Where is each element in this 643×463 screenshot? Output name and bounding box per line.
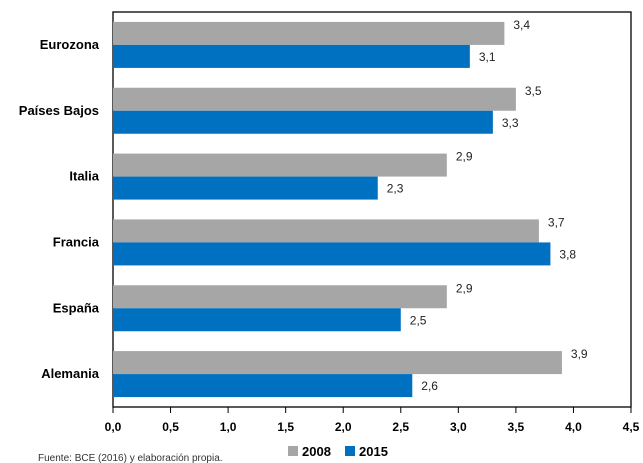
category-label-eurozona: Eurozona bbox=[40, 37, 100, 52]
bar-italia-2015 bbox=[113, 176, 378, 200]
data-label-alemania-2008: 3,9 bbox=[571, 347, 588, 361]
bars-group bbox=[113, 21, 562, 398]
x-tick-label: 4,5 bbox=[623, 420, 640, 434]
x-tick-label: 1,0 bbox=[220, 420, 237, 434]
bar-eurozona-2015 bbox=[113, 44, 470, 68]
x-tick-label: 0,0 bbox=[105, 420, 122, 434]
category-label-italia: Italia bbox=[69, 169, 99, 184]
x-tick-label: 3,0 bbox=[450, 420, 467, 434]
category-labels-group: Eurozona Países Bajos Italia Francia España A… bbox=[19, 37, 100, 381]
x-tick-label: 2,5 bbox=[392, 420, 409, 434]
category-label-espana: España bbox=[53, 300, 100, 315]
x-tick-label: 2,0 bbox=[335, 420, 352, 434]
legend-label-2008: 2008 bbox=[302, 444, 331, 459]
bar-francia-2015 bbox=[113, 242, 551, 266]
legend-swatch-2008 bbox=[288, 446, 298, 456]
plot-frame bbox=[112, 11, 632, 408]
bar-alemania-2015 bbox=[113, 374, 413, 398]
data-label-alemania-2015: 2,6 bbox=[421, 379, 438, 393]
data-label-francia-2015: 3,8 bbox=[559, 247, 576, 261]
bar-eurozona-2008 bbox=[113, 21, 505, 45]
bar-italia-2008 bbox=[113, 153, 447, 177]
x-axis-ticks-group: 0,0 0,5 1,0 1,5 2,0 2,5 3,0 3,5 4,0 4,5 bbox=[105, 407, 640, 434]
data-label-eurozona-2015: 3,1 bbox=[479, 50, 496, 64]
category-label-francia: Francia bbox=[53, 234, 100, 249]
bar-paises-bajos-2008 bbox=[113, 87, 516, 111]
source-note: Fuente: BCE (2016) y elaboración propia. bbox=[38, 453, 223, 463]
data-label-paises-bajos-2015: 3,3 bbox=[502, 116, 519, 130]
bar-paises-bajos-2015 bbox=[113, 110, 493, 134]
legend-label-2015: 2015 bbox=[359, 444, 388, 459]
category-label-alemania: Alemania bbox=[41, 366, 100, 381]
data-label-italia-2015: 2,3 bbox=[387, 182, 404, 196]
x-tick-label: 4,0 bbox=[565, 420, 582, 434]
legend: 2008 2015 bbox=[288, 444, 388, 459]
data-label-francia-2008: 3,7 bbox=[548, 215, 565, 229]
data-label-espana-2008: 2,9 bbox=[456, 281, 473, 295]
category-label-paises-bajos: Países Bajos bbox=[19, 103, 99, 118]
data-label-italia-2008: 2,9 bbox=[456, 150, 473, 164]
x-tick-label: 1,5 bbox=[277, 420, 294, 434]
bar-alemania-2008 bbox=[113, 351, 562, 375]
data-label-eurozona-2008: 3,4 bbox=[513, 18, 530, 32]
x-tick-label: 0,5 bbox=[162, 420, 179, 434]
data-label-paises-bajos-2008: 3,5 bbox=[525, 84, 542, 98]
legend-swatch-2015 bbox=[345, 446, 355, 456]
bar-espana-2015 bbox=[113, 308, 401, 332]
x-tick-label: 3,5 bbox=[508, 420, 525, 434]
bar-espana-2008 bbox=[113, 285, 447, 309]
bar-francia-2008 bbox=[113, 219, 539, 243]
data-label-espana-2015: 2,5 bbox=[410, 313, 427, 327]
data-labels-group: 3,4 3,1 3,5 3,3 2,9 2,3 3,7 3,8 2,9 2,5 3,9 2,6 bbox=[387, 18, 588, 393]
